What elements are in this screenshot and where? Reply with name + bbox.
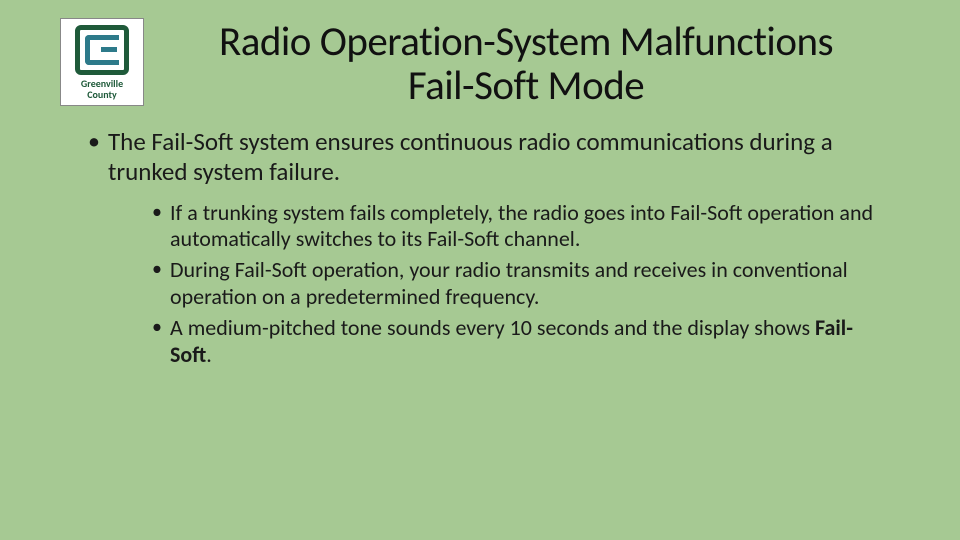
sub-bullet-2: During Fail-Soft operation, your radio t… bbox=[152, 257, 890, 311]
sub-bullet-1: If a trunking system fails completely, t… bbox=[152, 200, 890, 254]
logo-mark-icon bbox=[75, 25, 129, 75]
bullet-main: The Fail-Soft system ensures continuous … bbox=[88, 127, 890, 369]
content: The Fail-Soft system ensures continuous … bbox=[60, 127, 900, 369]
title-block: Radio Operation-System Malfunctions Fail… bbox=[152, 18, 900, 109]
title-line-2: Fail-Soft Mode bbox=[152, 64, 900, 108]
header: Greenville County Radio Operation-System… bbox=[60, 18, 900, 109]
sub3-prefix: A medium-pitched tone sounds every 10 se… bbox=[170, 314, 815, 341]
logo-text: Greenville County bbox=[81, 79, 123, 100]
sub3-suffix: . bbox=[206, 341, 212, 368]
slide: Greenville County Radio Operation-System… bbox=[0, 0, 960, 540]
title-line-1: Radio Operation-System Malfunctions bbox=[152, 20, 900, 64]
logo-line2: County bbox=[81, 90, 123, 101]
logo: Greenville County bbox=[60, 18, 144, 106]
bullet-main-text: The Fail-Soft system ensures continuous … bbox=[108, 126, 833, 188]
sub-bullet-3: A medium-pitched tone sounds every 10 se… bbox=[152, 315, 890, 369]
bullet-list-level1: The Fail-Soft system ensures continuous … bbox=[72, 127, 890, 369]
bullet-list-level2: If a trunking system fails completely, t… bbox=[108, 200, 890, 369]
